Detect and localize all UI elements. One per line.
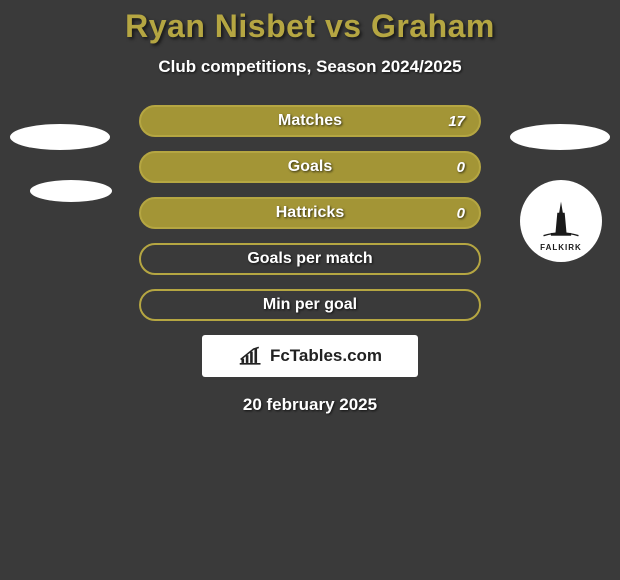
- bar-chart-icon: [238, 346, 264, 366]
- stat-row: Min per goal: [139, 289, 481, 321]
- stat-value-right: 0: [457, 205, 465, 222]
- stat-row: Matches 17: [139, 105, 481, 137]
- brand-attribution[interactable]: FcTables.com: [202, 335, 418, 377]
- brand-label: FcTables.com: [270, 346, 382, 366]
- comparison-title: Ryan Nisbet vs Graham: [0, 8, 620, 45]
- stats-list: Matches 17 Goals 0 Hattricks 0 Goals per match…: [0, 105, 620, 321]
- stat-value-right: 17: [448, 113, 465, 130]
- stat-label: Goals: [288, 158, 332, 176]
- stat-label: Goals per match: [247, 250, 372, 268]
- stat-label: Hattricks: [276, 204, 344, 222]
- season-subtitle: Club competitions, Season 2024/2025: [0, 57, 620, 77]
- stat-row: Goals per match: [139, 243, 481, 275]
- stat-label: Matches: [278, 112, 342, 130]
- snapshot-date: 20 february 2025: [0, 395, 620, 415]
- stat-label: Min per goal: [263, 296, 357, 314]
- stat-row: Goals 0: [139, 151, 481, 183]
- stat-value-right: 0: [457, 159, 465, 176]
- stat-row: Hattricks 0: [139, 197, 481, 229]
